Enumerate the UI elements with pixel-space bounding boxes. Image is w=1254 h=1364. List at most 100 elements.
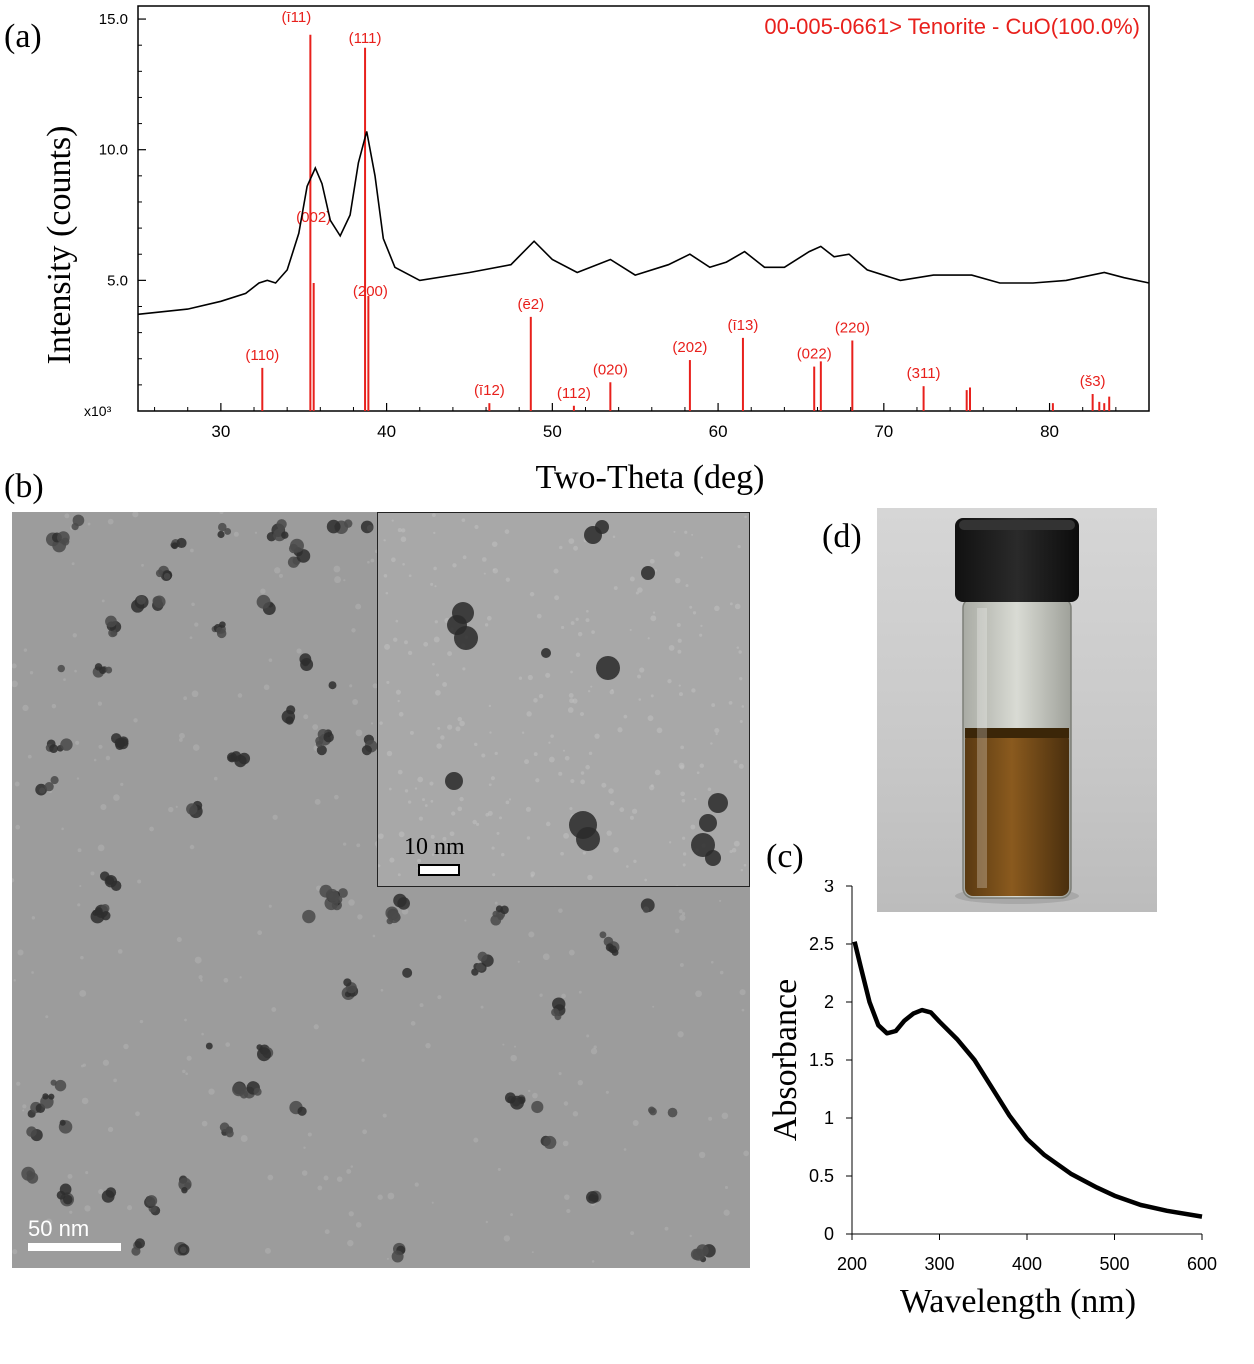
tem-particle [256,594,271,609]
tem-particle [611,949,619,956]
tem-particle [95,907,103,915]
uv-y-tick-label: 3 [824,880,834,896]
tem-particle [215,626,223,634]
tem-particle [49,744,58,753]
tem-particle [57,664,65,673]
xrd-peak-label: (ī12) [474,382,505,399]
tem-particle [44,782,54,792]
xrd-x-tick-label: 50 [543,422,562,441]
panel-label-d: (d) [822,518,862,555]
tem-particle [495,905,503,913]
tem-inset-image [377,512,750,887]
uv-x-tick-label: 400 [1012,1254,1042,1274]
tem-particle [48,1093,55,1100]
tem-particle [338,888,348,898]
xrd-peak-label: (ē2) [517,296,544,313]
uv-y-tick-label: 2 [824,992,834,1012]
tem-inset-particle [541,648,551,658]
tem-particle [599,931,607,939]
tem-particle [60,738,73,751]
panel-label-a: (a) [4,18,42,55]
tem-particle [42,1093,49,1100]
xrd-peak-label: (ī11) [282,9,312,26]
xrd-x-tick-label: 70 [874,422,893,441]
tem-particle [471,968,479,976]
tem-particle [179,1246,187,1254]
uv-chart: 200 300 400 500 600 0 0.5 1 1.5 2 2.5 3 Wavelength … [767,880,1217,1320]
tem-particle [71,522,79,531]
tem-particle [475,962,486,972]
tem-inset-particle [596,656,620,680]
tem-particle [178,1177,192,1191]
tem-particle [256,1044,263,1051]
tem-particle [57,531,70,544]
xrd-pattern-line [137,131,1150,316]
xrd-y-multiplier: x10³ [84,403,112,419]
tem-particle [181,1187,188,1194]
xrd-x-tick-label: 30 [211,422,230,441]
xrd-plot-frame [137,5,1150,412]
xrd-peak-label: (š3) [1080,373,1106,390]
xrd-x-tick-label: 80 [1040,422,1059,441]
tem-particle [217,530,225,539]
xrd-peak-label: (110) [245,347,279,364]
tem-particle [105,1187,117,1198]
tem-inset-scale-label: 10 nm [404,834,465,860]
tem-particle [504,1092,516,1104]
tem-particle [205,1042,213,1050]
tem-particle [39,787,46,794]
tem-particle [171,542,179,550]
uv-x-tick-label: 500 [1099,1254,1129,1274]
tem-inset-particle [445,772,463,790]
panel-label-c: (c) [766,838,804,875]
tem-particle [152,596,163,606]
xrd-x-tick-label: 40 [377,422,396,441]
tem-inset-particle [641,566,655,580]
tem-particle [391,1250,404,1263]
tem-particle [145,1195,158,1207]
uv-absorbance-line [852,941,1203,1219]
tem-particle [649,1107,657,1116]
xrd-y-tick-label: 15.0 [99,11,128,28]
tem-particle [397,897,411,910]
tem-particle [490,914,502,926]
xrd-y-tick-label: 5.0 [107,272,128,289]
xrd-chart: (110)(ī11)(002)(111)(200)(ī12)(ē2)(112)(… [41,5,1150,496]
panel-label-b: (b) [4,468,44,505]
tem-inset-particle [691,833,715,857]
tem-particle [59,1183,72,1196]
tem-particle [59,1119,66,1126]
xrd-peak-label: (002) [296,209,331,226]
tem-particle [642,906,650,913]
tem-particle [692,1248,705,1261]
tem-inset-particle [447,615,467,635]
tem-inset-particle [576,827,600,851]
tem-particle [224,528,232,535]
xrd-peak-label: (112) [557,385,591,402]
tem-inset-particle [705,850,721,866]
tem-particle [105,666,113,674]
tem-particle [136,595,146,605]
tem-particle [302,909,316,924]
tem-inset-particle [699,814,717,832]
uv-x-tick-label: 600 [1187,1254,1217,1274]
xrd-peak-label: (022) [797,346,832,363]
vial-photo [877,508,1157,912]
xrd-legend: 00-005-0661> Tenorite - CuO(100.0%) [764,14,1140,39]
tem-particle [99,871,110,881]
uv-y-tick-label: 2.5 [809,934,834,954]
tem-particle [219,621,226,628]
tem-particle [276,519,287,530]
tem-particle [531,1100,544,1114]
uv-x-axis-label: Wavelength (nm) [900,1283,1136,1320]
tem-particle [26,1172,39,1184]
tem-particle [115,741,125,750]
tem-particle [316,745,327,756]
tem-particle [281,531,289,539]
tem-particle [299,653,312,666]
tem-particle [386,917,393,925]
tem-particle [477,951,488,962]
tem-particle [402,967,413,978]
xrd-y-tick-label: 10.0 [99,142,128,159]
tem-particle [163,573,171,580]
